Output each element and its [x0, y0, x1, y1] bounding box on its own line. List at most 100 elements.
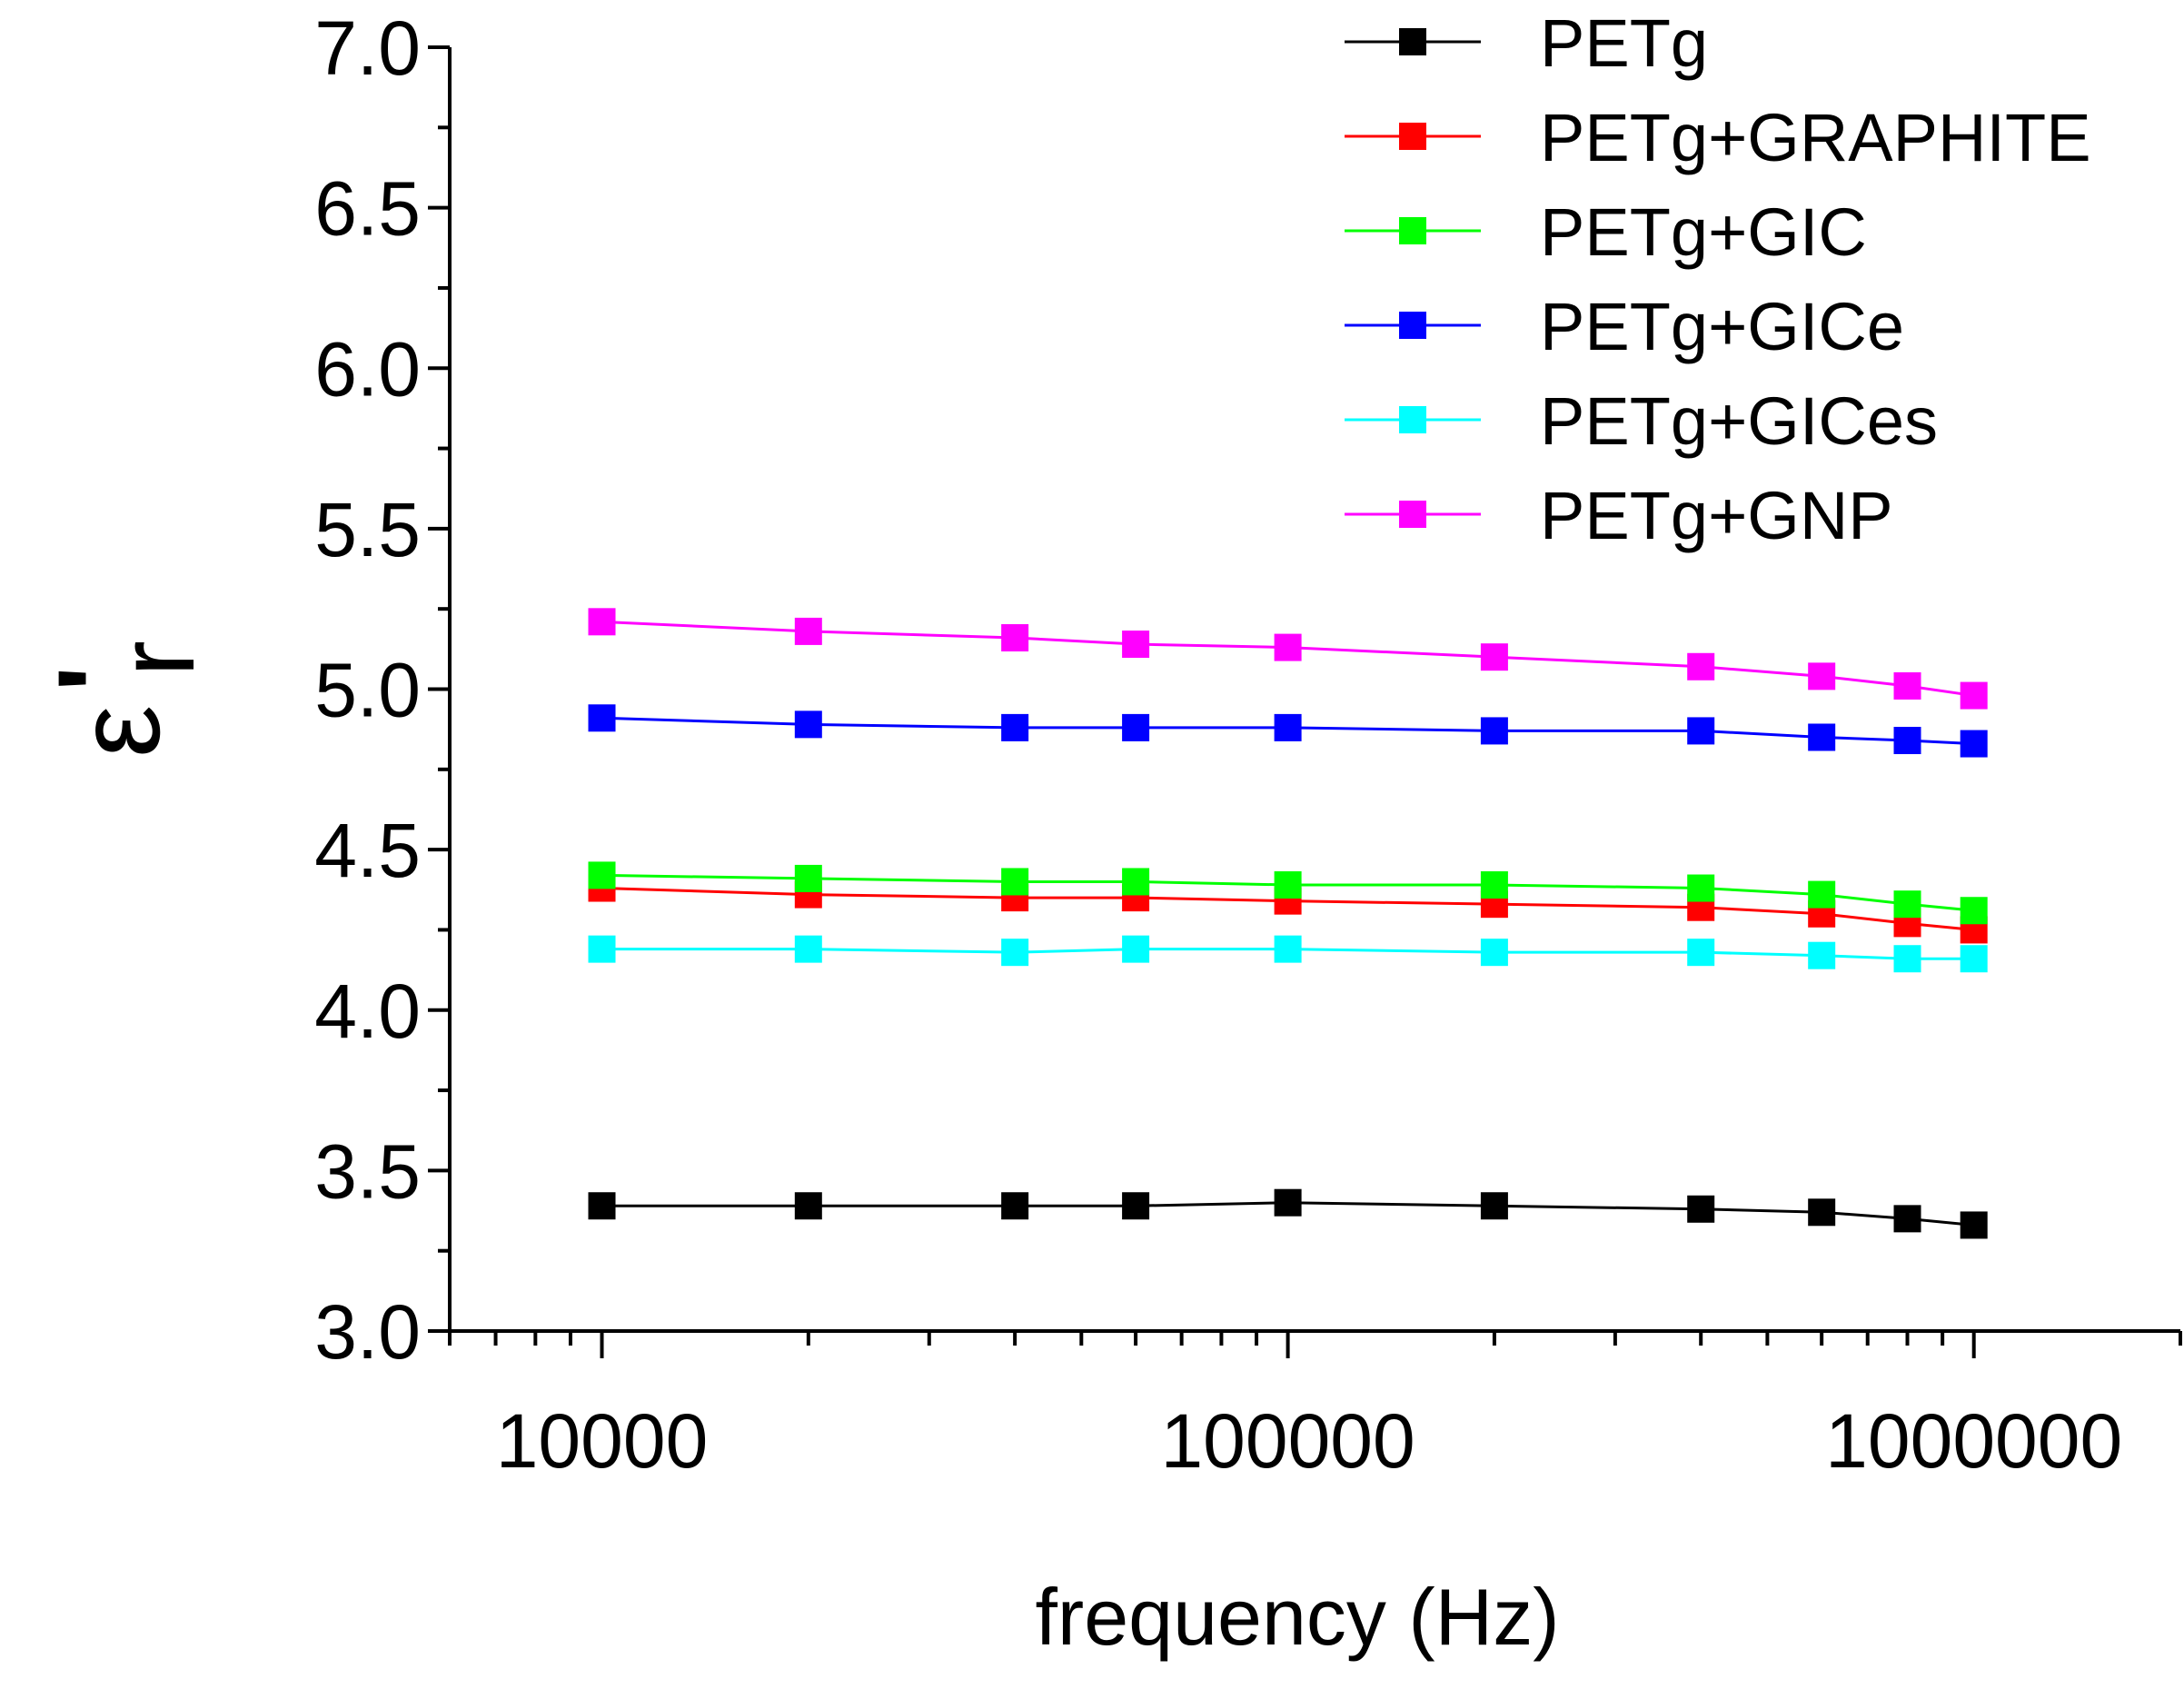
data-point [1687, 717, 1715, 745]
data-point [1893, 890, 1921, 919]
series [588, 861, 1988, 925]
data-point [1808, 662, 1836, 691]
data-point [1001, 1192, 1029, 1220]
legend-label: PETg [1540, 5, 1708, 81]
data-point [1960, 681, 1988, 710]
legend-marker [1399, 217, 1426, 244]
data-point [794, 864, 822, 892]
data-point [1122, 713, 1150, 741]
data-point [1480, 870, 1508, 899]
y-tick-label: 6.5 [314, 166, 421, 252]
y-tick-label: 5.5 [314, 487, 421, 572]
legend-label: PETg+GICe [1540, 289, 1904, 364]
data-point [1960, 1211, 1988, 1239]
legend-entry: PETg+GICes [1345, 383, 1938, 459]
data-point [794, 1192, 822, 1220]
series-line [601, 873, 1974, 912]
data-point [588, 704, 616, 732]
data-point [588, 935, 616, 963]
data-point [1893, 945, 1921, 973]
legend-marker [1399, 501, 1426, 528]
y-tick-label: 3.0 [314, 1289, 421, 1375]
y-tick-label: 5.0 [314, 648, 421, 733]
y-tick-label: 4.5 [314, 808, 421, 893]
data-point [1808, 880, 1836, 909]
data-point [1274, 1188, 1302, 1217]
data-point [1480, 939, 1508, 967]
data-point [1122, 1192, 1150, 1220]
data-point [1960, 730, 1988, 758]
legend-marker [1399, 406, 1426, 433]
y-tick-label: 7.0 [314, 5, 421, 91]
data-point [1960, 945, 1988, 973]
data-point [1001, 868, 1029, 896]
legend-entry: PETg+GNP [1345, 478, 1893, 553]
legend-label: PETg+GNP [1540, 478, 1893, 553]
y-axis-title-symbol: ε [52, 705, 184, 758]
data-point [1808, 723, 1836, 751]
series-line [601, 716, 1974, 746]
x-axis-title: frequency (Hz) [1035, 1572, 1559, 1662]
data-point [1122, 631, 1150, 659]
series [588, 608, 1988, 710]
legend-entry: PETg [1345, 5, 1708, 81]
series-line [601, 1201, 1974, 1227]
data-point [794, 710, 822, 739]
series [588, 935, 1988, 973]
data-point [1893, 671, 1921, 700]
data-point [1274, 935, 1302, 963]
data-point [1480, 717, 1508, 745]
data-point [1122, 935, 1150, 963]
data-point [1687, 874, 1715, 902]
data-point [1274, 870, 1302, 899]
legend-marker [1399, 28, 1426, 55]
x-tick-label: 1000000 [1825, 1398, 2122, 1484]
data-point [1122, 868, 1150, 896]
data-point [1808, 1198, 1836, 1227]
series [588, 704, 1988, 758]
data-point [1808, 941, 1836, 969]
y-axis-title: ε ' r [35, 641, 217, 758]
legend-marker [1399, 312, 1426, 339]
y-axis-title-prime: ' [35, 666, 157, 692]
data-point [794, 617, 822, 645]
data-point [1480, 643, 1508, 671]
data-point [588, 608, 616, 636]
y-tick-label: 3.5 [314, 1128, 421, 1214]
series [588, 1188, 1988, 1239]
legend-entry: PETg+GRAPHITE [1345, 100, 2091, 175]
legend-entry: PETg+GIC [1345, 194, 1867, 270]
x-tick-label: 100000 [1160, 1398, 1415, 1484]
series-line [601, 620, 1974, 698]
data-point [794, 935, 822, 963]
data-point [1687, 939, 1715, 967]
legend-entry: PETg+GICe [1345, 289, 1904, 364]
y-tick-label: 4.0 [314, 969, 421, 1054]
legend-marker [1399, 123, 1426, 150]
data-point [1001, 713, 1029, 741]
series-line [601, 948, 1974, 960]
legend-label: PETg+GRAPHITE [1540, 100, 2091, 175]
data-point [1480, 1192, 1508, 1220]
data-point [1274, 713, 1302, 741]
legend-label: PETg+GICes [1540, 383, 1938, 459]
x-axis: 10000 100000 1000000 [448, 1331, 2182, 1484]
data-point [1960, 897, 1988, 925]
y-tick-label: 6.0 [314, 326, 421, 412]
data-point [1687, 652, 1715, 681]
data-point [1274, 633, 1302, 661]
series-layer [588, 608, 1988, 1239]
series-line [601, 887, 1974, 931]
x-tick-label: 10000 [496, 1398, 709, 1484]
data-point [588, 1192, 616, 1220]
data-point [1893, 1205, 1921, 1233]
y-axis-title-subscript: r [95, 641, 217, 677]
data-point [1893, 727, 1921, 755]
y-axis: 3.0 3.5 4.0 4.5 5.0 5.5 6.0 6.5 7.0 [314, 5, 450, 1375]
data-point [1001, 623, 1029, 651]
legend-label: PETg+GIC [1540, 194, 1867, 270]
data-point [588, 861, 616, 889]
data-point [1687, 1195, 1715, 1223]
